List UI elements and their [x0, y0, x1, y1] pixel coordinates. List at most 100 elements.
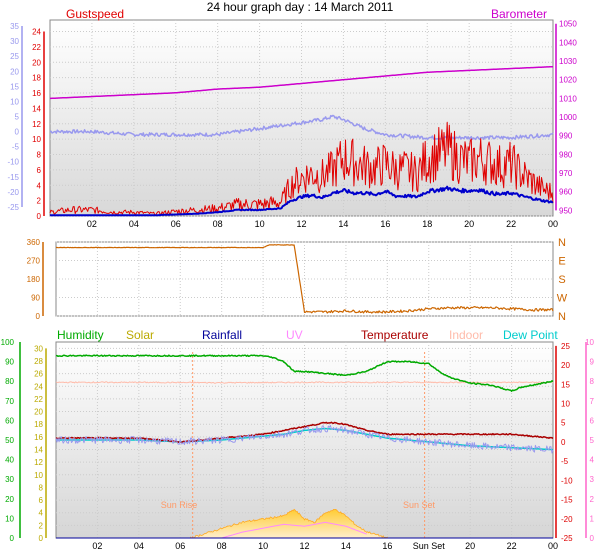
bottom-right-outer-tick-label: 9 — [590, 358, 595, 367]
legend-indoor: Indoor — [449, 328, 483, 342]
bottom-right-inner-tick-label: 20 — [561, 361, 570, 370]
direction-right-tick-label: N — [558, 311, 566, 323]
top-panel-x-tick-label: 14 — [338, 219, 348, 229]
top-left-outer-tick-label: 20 — [10, 67, 19, 76]
annotation-sun-set: Sun Set — [403, 500, 436, 510]
bottom-left-inner-tick-label: 8 — [39, 483, 44, 492]
top-right-tick-label: 980 — [559, 150, 573, 159]
direction-right-tick-label: W — [557, 293, 568, 305]
bottom-left-outer-tick-label: 90 — [5, 358, 14, 367]
series-dew-point-noise — [55, 425, 554, 454]
top-panel-x-tick-label: 04 — [129, 219, 139, 229]
bottom-panel-x-tick-label: 10 — [258, 541, 268, 551]
legend-barometer: Barometer — [491, 7, 547, 21]
top-left-inner-tick-label: 12 — [32, 120, 41, 129]
bottom-left-outer-tick-label: 20 — [5, 495, 14, 504]
bottom-left-outer-tick-label: 100 — [1, 338, 15, 347]
direction-right-tick-label: S — [558, 274, 565, 286]
bottom-left-outer-tick-label: 0 — [10, 534, 15, 543]
direction-right-tick-label: E — [558, 256, 565, 268]
top-panel — [49, 19, 554, 217]
top-panel-x-tick-label: 22 — [506, 219, 516, 229]
bottom-right-inner-tick-label: -20 — [561, 515, 573, 524]
bottom-left-inner-tick-label: 18 — [34, 420, 43, 429]
bottom-right-outer-tick-label: 4 — [590, 456, 595, 465]
bottom-right-outer-tick-label: 5 — [590, 436, 595, 445]
top-panel-x-tick-label: 06 — [171, 219, 181, 229]
bottom-left-inner-tick-label: 12 — [34, 458, 43, 467]
top-left-inner-tick-label: 18 — [32, 74, 41, 83]
top-right-tick-label: 1000 — [559, 113, 577, 122]
top-panel-x-tick-label: 16 — [380, 219, 390, 229]
top-left-outer-tick-label: 25 — [10, 52, 19, 61]
bottom-right-outer-tick-label: 0 — [590, 534, 595, 543]
top-left-outer-tick-label: -25 — [7, 203, 19, 212]
bottom-left-inner-tick-label: 16 — [34, 433, 43, 442]
legend-humidity: Humidity — [57, 328, 104, 342]
direction-left-tick-label: 180 — [27, 275, 41, 284]
bottom-right-inner-tick-label: -5 — [561, 457, 569, 466]
direction-right-tick-label: N — [558, 237, 566, 249]
top-left-inner-tick-label: 20 — [32, 58, 41, 67]
bottom-right-inner-tick-label: 25 — [561, 342, 570, 351]
top-left-inner-tick-label: 10 — [32, 135, 41, 144]
series-temperature — [55, 421, 554, 444]
bottom-right-outer-tick-label: 6 — [590, 416, 595, 425]
top-right-tick-label: 1050 — [559, 20, 577, 29]
bottom-panel-x-tick-label: 04 — [134, 541, 144, 551]
series-humidity — [55, 354, 554, 392]
top-left-inner-tick-label: 24 — [32, 28, 41, 37]
bottom-right-inner-tick-label: 5 — [561, 419, 566, 428]
series-wind-direction — [55, 244, 554, 314]
top-left-outer-tick-label: 30 — [10, 37, 19, 46]
top-panel-x-tick-label: 08 — [213, 219, 223, 229]
top-panel-x-tick-label: 12 — [296, 219, 306, 229]
bottom-right-inner-tick-label: -10 — [561, 476, 573, 485]
top-left-inner-tick-label: 16 — [32, 89, 41, 98]
bottom-right-outer-tick-label: 7 — [590, 397, 595, 406]
bottom-panel-x-tick-label: 02 — [92, 541, 102, 551]
series-gustspeed — [49, 121, 554, 216]
top-left-outer-tick-label: -5 — [12, 143, 20, 152]
bottom-left-outer-tick-label: 50 — [5, 436, 14, 445]
bottom-panel-x-tick-label: 00 — [548, 541, 558, 551]
top-left-outer-tick-label: -15 — [7, 173, 19, 182]
bottom-panel-x-tick-label: Sun Set — [413, 541, 446, 551]
legend-dew-point: Dew Point — [503, 328, 558, 342]
bottom-right-inner-tick-label: 0 — [561, 438, 566, 447]
bottom-left-outer-tick-label: 80 — [5, 377, 14, 386]
bottom-left-outer-tick-label: 10 — [5, 514, 14, 523]
series-uv — [221, 521, 367, 539]
top-right-tick-label: 990 — [559, 132, 573, 141]
bottom-panel-x-tick-label: 12 — [299, 541, 309, 551]
top-left-outer-tick-label: 15 — [10, 82, 19, 91]
bottom-left-outer-tick-label: 30 — [5, 475, 14, 484]
top-left-outer-tick-label: 10 — [10, 97, 19, 106]
bottom-left-inner-tick-label: 24 — [34, 382, 43, 391]
bottom-right-outer-tick-label: 2 — [590, 495, 595, 504]
legend-uv: UV — [286, 328, 303, 342]
bottom-panel-x-tick-label: 20 — [465, 541, 475, 551]
bottom-right-inner-tick-label: -15 — [561, 496, 573, 505]
top-left-inner-tick-label: 6 — [37, 166, 42, 175]
top-panel-x-tick-label: 20 — [464, 219, 474, 229]
chart-title: 24 hour graph day : 14 March 2011 — [207, 0, 394, 14]
top-left-outer-tick-label: 0 — [15, 128, 20, 137]
series-temperature-top — [49, 114, 554, 141]
top-right-tick-label: 1030 — [559, 57, 577, 66]
bottom-panel-x-tick-label: 08 — [217, 541, 227, 551]
bottom-left-inner-tick-label: 22 — [34, 395, 43, 404]
bottom-left-inner-tick-label: 30 — [34, 344, 43, 353]
bottom-left-inner-tick-label: 6 — [39, 496, 44, 505]
top-left-outer-tick-label: -10 — [7, 158, 19, 167]
annotation-sun-rise: Sun Rise — [161, 500, 198, 510]
top-left-inner-tick-label: 22 — [32, 43, 41, 52]
top-right-tick-label: 950 — [559, 206, 573, 215]
top-right-tick-label: 960 — [559, 188, 573, 197]
bottom-left-outer-tick-label: 60 — [5, 416, 14, 425]
top-panel-x-tick-label: 00 — [548, 219, 558, 229]
top-left-outer-tick-label: 5 — [15, 112, 20, 121]
top-right-tick-label: 1040 — [559, 38, 577, 47]
